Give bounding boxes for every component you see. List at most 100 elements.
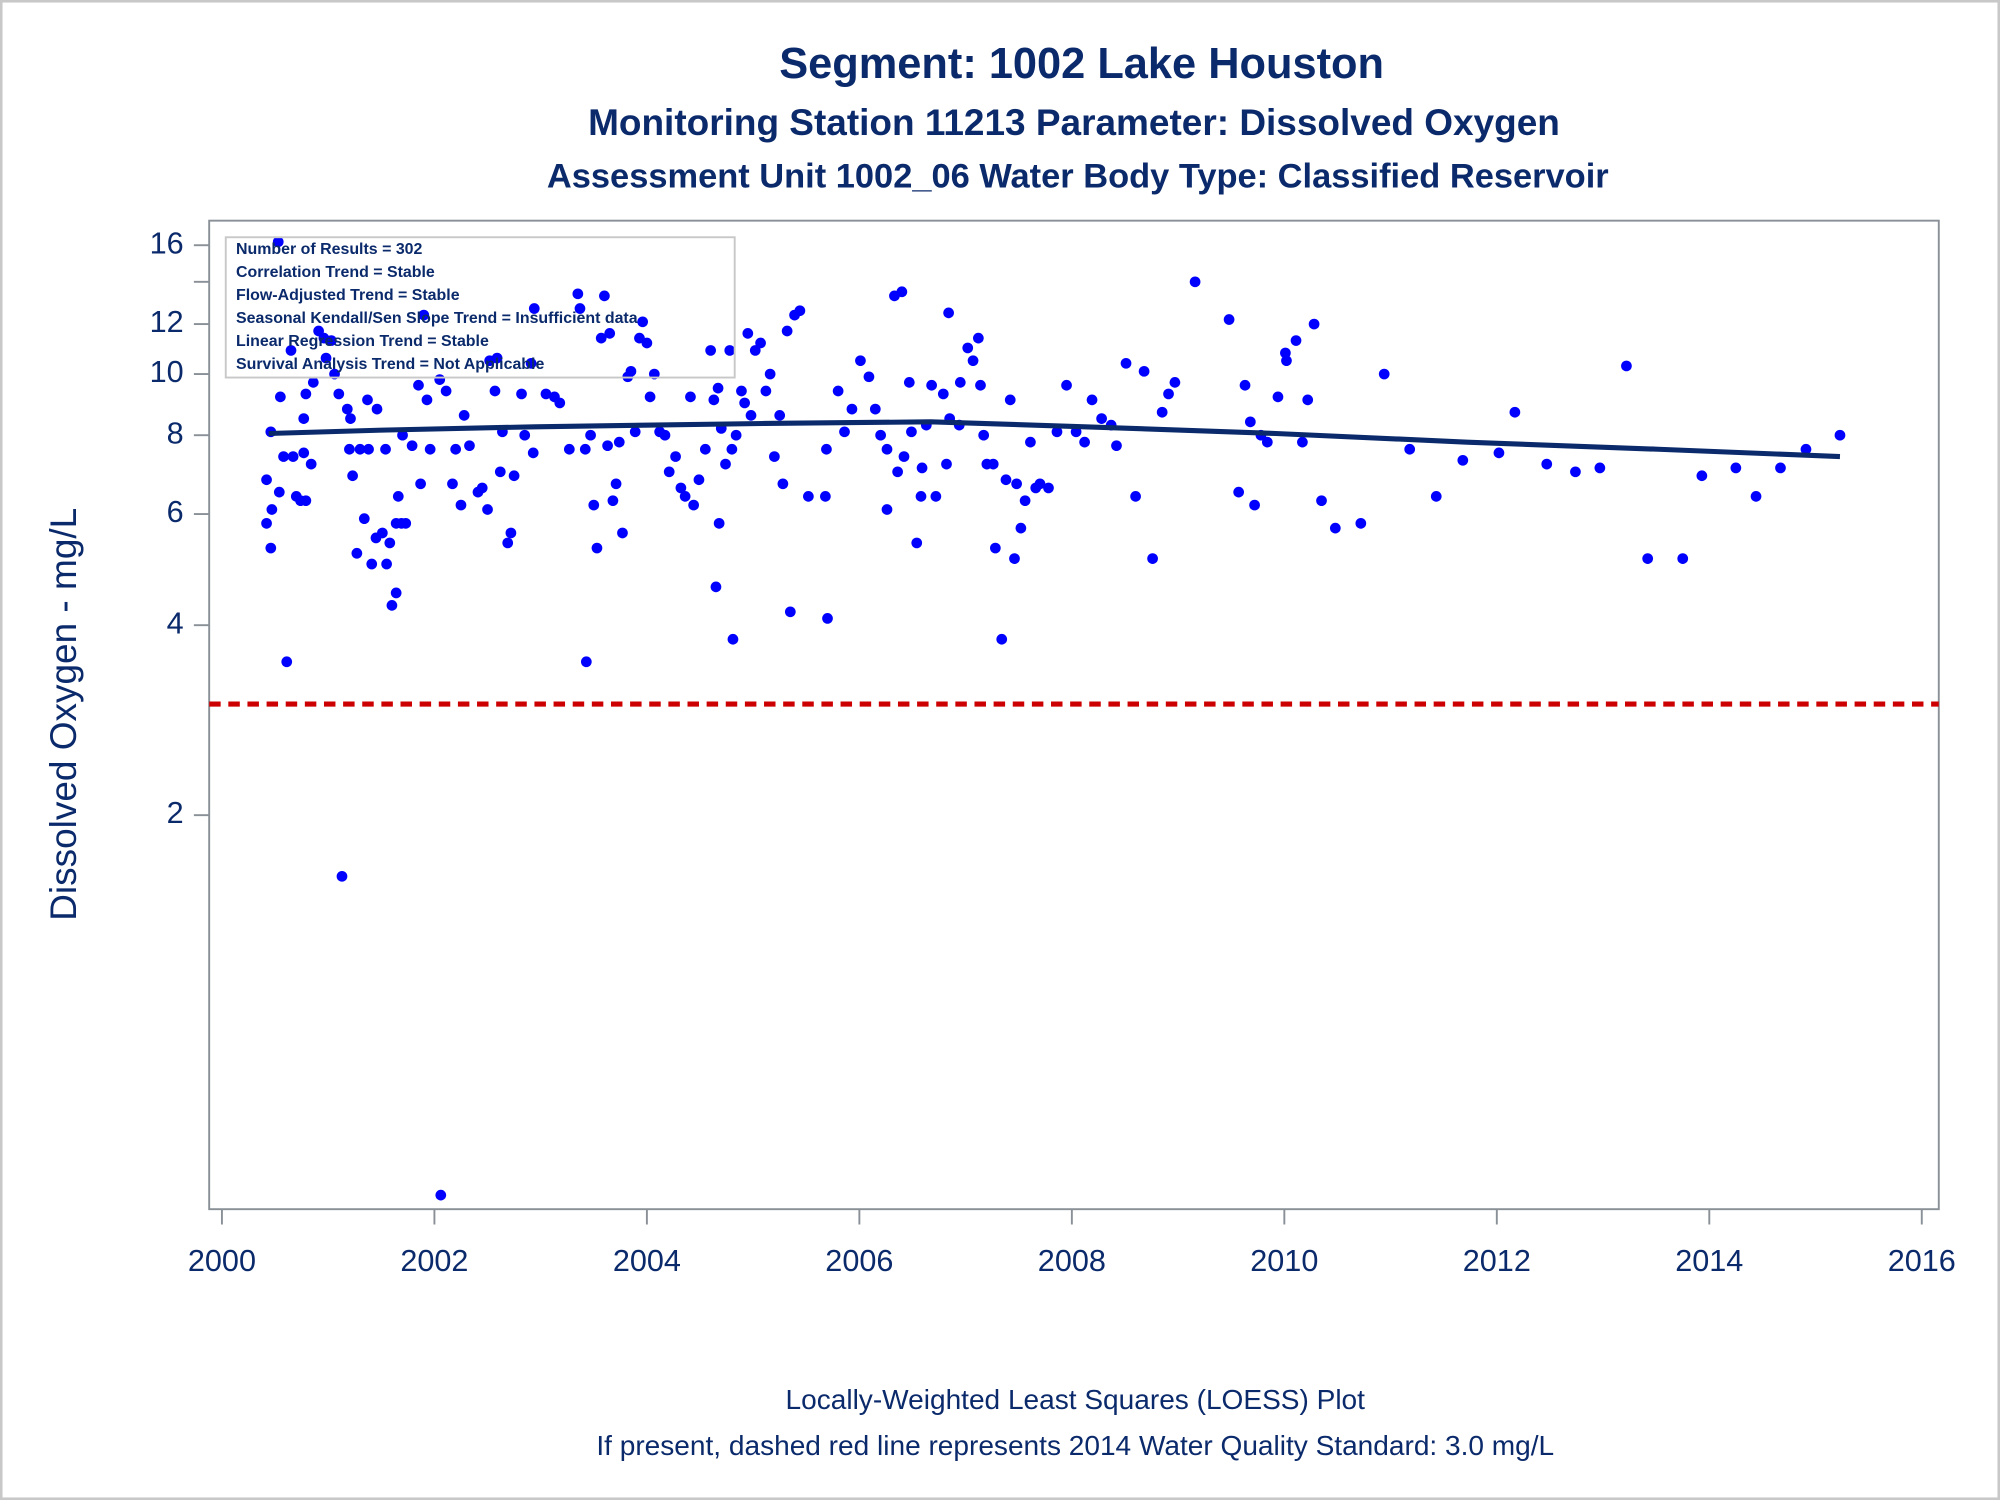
data-point xyxy=(1750,491,1762,502)
data-point xyxy=(663,466,675,478)
data-point xyxy=(1290,335,1302,346)
chart-subtitle: Monitoring Station 11213 Parameter: Diss… xyxy=(588,102,1560,143)
data-point xyxy=(693,474,705,486)
data-point xyxy=(540,388,552,400)
data-point xyxy=(1233,486,1245,498)
data-point xyxy=(675,482,687,494)
data-point xyxy=(351,547,363,559)
data-point xyxy=(261,474,272,486)
data-point xyxy=(381,558,392,570)
data-point xyxy=(1430,491,1442,502)
data-point xyxy=(390,587,402,599)
data-point xyxy=(1677,553,1689,564)
data-point xyxy=(881,443,893,455)
data-point xyxy=(821,443,832,455)
data-point xyxy=(265,542,277,554)
data-point xyxy=(435,1189,447,1201)
data-point xyxy=(1249,499,1260,511)
data-point xyxy=(1011,478,1022,490)
data-point xyxy=(347,470,358,482)
data-point xyxy=(502,537,514,549)
data-point xyxy=(679,491,691,502)
data-point xyxy=(300,388,312,400)
data-point xyxy=(602,440,613,452)
data-point xyxy=(415,478,426,490)
data-point xyxy=(400,517,412,529)
data-point xyxy=(926,379,937,391)
data-point xyxy=(973,332,984,344)
data-point xyxy=(1509,406,1521,418)
data-point xyxy=(464,440,475,452)
data-point xyxy=(1493,447,1505,459)
data-point xyxy=(742,328,754,339)
data-point xyxy=(875,429,886,441)
data-point xyxy=(366,558,378,570)
y-tick-label: 12 xyxy=(150,305,184,339)
data-point xyxy=(272,236,284,248)
data-point xyxy=(1004,394,1016,406)
data-point xyxy=(363,443,374,455)
annotation-box: Number of Results = 302 Correlation Trend… xyxy=(224,236,736,379)
x-tick-label: 2000 xyxy=(188,1244,256,1278)
data-point xyxy=(659,429,671,441)
footnote: If present, dashed red line represents 2… xyxy=(596,1430,1554,1461)
data-point xyxy=(455,499,467,511)
y-tick-label: 10 xyxy=(150,355,184,389)
data-point xyxy=(855,355,866,367)
chart-subtitle: Assessment Unit 1002_06 Water Body Type:… xyxy=(547,158,1609,196)
data-point xyxy=(712,382,724,394)
data-point xyxy=(954,377,966,388)
data-point xyxy=(1621,360,1632,372)
data-point xyxy=(1404,443,1416,455)
data-point xyxy=(1043,482,1054,494)
annotation-text: Correlation Trend = Stable xyxy=(236,264,435,281)
data-point xyxy=(1000,474,1012,486)
data-point xyxy=(519,429,531,441)
data-point xyxy=(554,397,566,409)
data-point xyxy=(1223,314,1235,325)
data-point xyxy=(705,345,716,356)
data-point xyxy=(528,303,540,314)
data-point xyxy=(975,379,986,391)
x-tick-label: 2004 xyxy=(613,1244,681,1278)
x-tick-label: 2016 xyxy=(1888,1244,1956,1278)
data-point xyxy=(670,451,681,462)
data-point xyxy=(273,486,285,498)
data-point xyxy=(376,527,388,539)
data-point xyxy=(1189,276,1201,288)
y-tick-label: 16 xyxy=(150,226,184,260)
data-point xyxy=(1034,478,1046,490)
data-point xyxy=(1261,436,1273,448)
data-point xyxy=(916,462,928,474)
annotation-text: Flow-Adjusted Trend = Stable xyxy=(236,287,460,304)
data-point xyxy=(962,342,974,354)
data-point xyxy=(1696,470,1708,482)
data-point xyxy=(358,513,370,525)
data-point xyxy=(458,410,470,421)
data-point xyxy=(781,325,793,337)
data-point xyxy=(774,410,786,421)
data-point xyxy=(987,458,999,470)
data-point xyxy=(1541,458,1553,470)
data-point xyxy=(527,447,539,459)
data-point xyxy=(588,499,600,511)
data-point xyxy=(491,352,503,364)
data-point xyxy=(941,458,952,470)
data-point xyxy=(685,391,696,403)
data-point xyxy=(1120,357,1132,369)
annotation-text: Survival Analysis Trend = Not Applicable xyxy=(236,356,545,373)
data-point xyxy=(266,504,278,515)
data-point xyxy=(1163,388,1174,400)
data-point xyxy=(1061,379,1072,391)
data-point xyxy=(1015,522,1027,534)
data-point xyxy=(418,309,430,321)
data-point xyxy=(869,403,881,415)
data-point xyxy=(822,613,833,624)
data-point xyxy=(637,316,649,328)
data-point xyxy=(863,371,875,383)
footnote: Locally-Weighted Least Squares (LOESS) P… xyxy=(786,1384,1366,1415)
data-point xyxy=(298,447,310,459)
data-point xyxy=(287,451,299,462)
data-point xyxy=(820,491,831,502)
